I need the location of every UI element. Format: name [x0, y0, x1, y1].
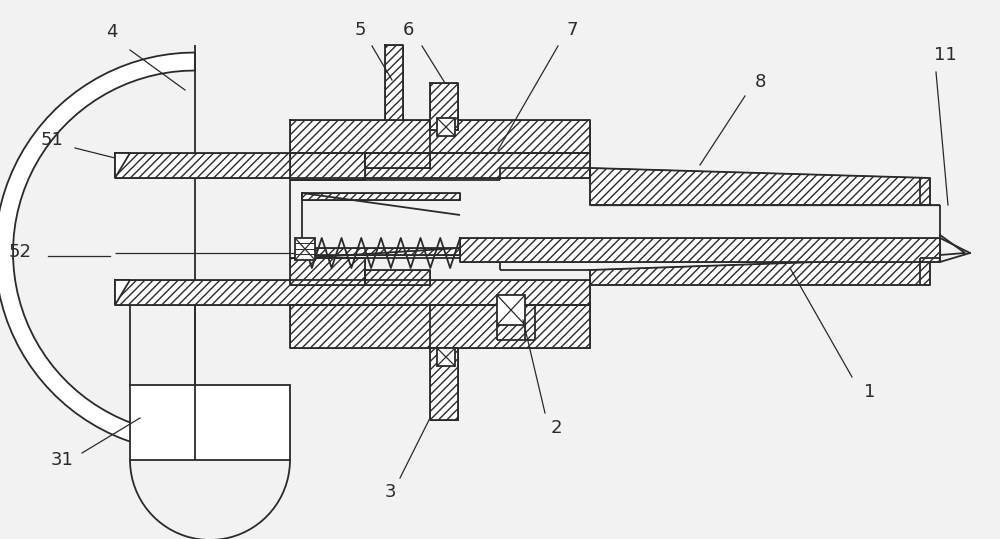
Polygon shape [290, 153, 365, 180]
Polygon shape [437, 348, 455, 366]
Polygon shape [115, 153, 590, 178]
Polygon shape [0, 52, 195, 453]
Polygon shape [437, 118, 455, 136]
Text: 3: 3 [384, 483, 396, 501]
Polygon shape [385, 45, 403, 120]
Polygon shape [497, 295, 525, 325]
Text: 2: 2 [550, 419, 562, 437]
Polygon shape [115, 280, 590, 305]
Polygon shape [302, 193, 460, 200]
Polygon shape [460, 238, 940, 262]
Text: 7: 7 [566, 21, 578, 39]
Polygon shape [365, 153, 430, 168]
Polygon shape [290, 258, 365, 285]
Text: 5: 5 [354, 21, 366, 39]
Text: 11: 11 [934, 46, 956, 64]
Polygon shape [295, 238, 315, 260]
Polygon shape [290, 120, 590, 153]
Polygon shape [590, 168, 930, 205]
Polygon shape [365, 270, 430, 285]
Text: 8: 8 [754, 73, 766, 91]
Text: 1: 1 [864, 383, 876, 401]
Text: 51: 51 [41, 131, 63, 149]
Polygon shape [302, 248, 460, 255]
Polygon shape [130, 385, 290, 460]
Polygon shape [430, 348, 458, 420]
Polygon shape [115, 153, 130, 178]
Text: 4: 4 [106, 23, 118, 41]
Polygon shape [590, 258, 930, 285]
Text: 31: 31 [51, 451, 73, 469]
Polygon shape [115, 280, 130, 305]
Text: 6: 6 [402, 21, 414, 39]
Polygon shape [290, 305, 590, 348]
Text: 52: 52 [8, 243, 32, 261]
Polygon shape [430, 83, 458, 130]
